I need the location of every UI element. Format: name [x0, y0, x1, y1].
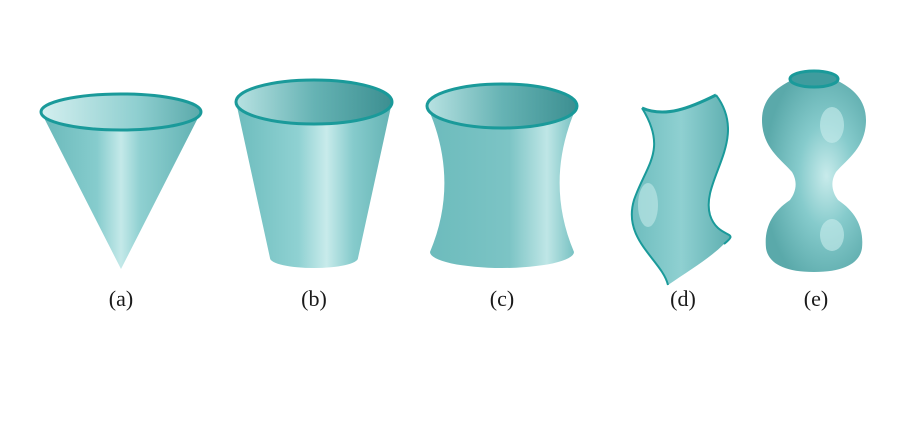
- label-b: (b): [301, 286, 327, 311]
- vase-icon: [762, 69, 866, 272]
- label-c: (c): [490, 286, 514, 311]
- truncated-cone-icon: [234, 78, 394, 268]
- label-e: (e): [804, 286, 828, 311]
- cone-icon: [39, 92, 203, 269]
- label-a: (a): [109, 286, 133, 311]
- wavy-sheet-icon: [630, 93, 732, 286]
- hyperboloid-icon: [425, 82, 579, 268]
- label-d: (d): [670, 286, 696, 311]
